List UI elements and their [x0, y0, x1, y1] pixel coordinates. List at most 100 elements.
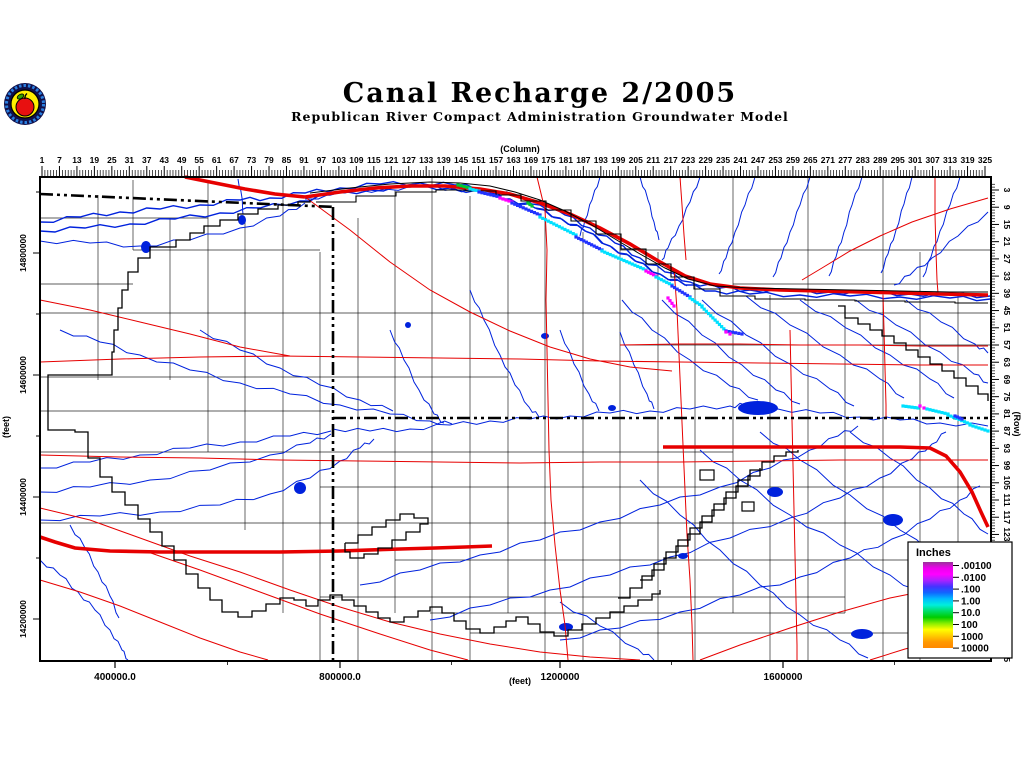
recharge-cell — [904, 404, 908, 408]
recharge-cell — [608, 252, 612, 257]
recharge-cell — [459, 184, 463, 188]
lake — [767, 487, 783, 497]
recharge-cell — [614, 255, 618, 259]
column-tick-label: 157 — [489, 155, 503, 165]
plot-title: Canal Recharge 2/2005 — [342, 78, 738, 109]
recharge-cell — [532, 211, 536, 215]
column-tick-label: 211 — [646, 155, 660, 165]
recharge-cell — [498, 196, 502, 200]
column-tick-label: 85 — [282, 155, 292, 165]
recharge-cell — [670, 284, 674, 288]
recharge-cell — [528, 202, 532, 207]
recharge-cell — [953, 414, 957, 418]
recharge-cell — [916, 406, 920, 410]
recharge-cell — [619, 257, 623, 261]
logo-apple-stem — [24, 92, 28, 100]
lakes-layer — [141, 215, 903, 639]
recharge-cell — [688, 296, 692, 300]
recharge-cell — [504, 198, 508, 202]
recharge-cell — [462, 184, 466, 189]
legend-entry-label: 10.0 — [961, 608, 981, 619]
legend-colorbar — [923, 562, 953, 648]
row-tick-label: 93 — [1002, 444, 1012, 454]
recharge-cell — [737, 331, 741, 335]
row-tick-label: 39 — [1002, 289, 1012, 299]
recharge-cell — [672, 304, 676, 308]
x-axis-tick-label: 800000.0 — [319, 672, 361, 683]
recharge-cell — [700, 305, 704, 309]
row-tick-label: 105 — [1002, 476, 1012, 490]
column-tick-label: 271 — [821, 155, 835, 165]
recharge-cell — [706, 311, 711, 316]
row-tick-label: 45 — [1002, 306, 1012, 316]
recharge-cell — [690, 298, 694, 302]
recharge-cell — [584, 240, 588, 244]
recharge-cell — [965, 421, 969, 425]
recharge-cell — [680, 290, 684, 294]
x-axis-tick-label: 400000.0 — [94, 672, 136, 683]
recharge-cell — [574, 235, 578, 239]
recharge-cell — [704, 309, 708, 313]
recharge-cell — [592, 244, 596, 248]
recharge-cell — [962, 420, 967, 424]
recharge-cell — [495, 194, 499, 198]
recharge-cell — [530, 209, 534, 213]
recharge-cell — [616, 256, 621, 260]
recharge-cell — [709, 314, 713, 318]
recharge-cell — [931, 408, 935, 413]
recharge-cell — [713, 318, 717, 322]
row-tick-label: 87 — [1002, 426, 1012, 436]
row-tick-label: 15 — [1002, 220, 1012, 230]
column-tick-label: 91 — [299, 155, 309, 165]
recharge-cell — [983, 428, 987, 432]
recharge-cell — [477, 190, 481, 194]
recharge-cell — [727, 330, 731, 334]
column-tick-label: 229 — [699, 155, 713, 165]
recharge-cell — [625, 260, 629, 264]
column-tick-label: 151 — [471, 155, 485, 165]
recharge-cell — [555, 223, 559, 227]
recharge-cell — [568, 230, 573, 234]
recharge-cell — [605, 251, 610, 255]
recharge-cell — [526, 201, 530, 205]
row-tick-label: 75 — [1002, 392, 1012, 402]
legend-title: Inches — [916, 547, 951, 559]
column-tick-label: 19 — [90, 155, 100, 165]
column-tick-label: 127 — [402, 155, 416, 165]
recharge-cell — [483, 191, 487, 196]
roads-layer — [39, 176, 989, 661]
column-tick-label: 1 — [40, 155, 45, 165]
y-axis-tick-label: 14600000 — [18, 356, 28, 394]
recharge-cell — [734, 331, 738, 335]
recharge-cell — [597, 247, 601, 251]
recharge-cell — [937, 410, 941, 414]
x-axis-tick-label: 1600000 — [764, 672, 803, 683]
recharge-cell — [600, 249, 604, 253]
recharge-cell — [641, 267, 645, 271]
recharge-cell — [662, 279, 666, 283]
column-tick-label: 283 — [856, 155, 870, 165]
column-tick-label: 307 — [926, 155, 940, 165]
recharge-cell — [627, 261, 632, 265]
recharge-cell — [595, 245, 599, 249]
column-tick-label: 67 — [229, 155, 239, 165]
logo-ring-pattern — [5, 84, 45, 124]
recharge-cell — [587, 241, 591, 246]
row-tick-label: 117 — [1002, 510, 1012, 524]
recharge-cell — [530, 204, 534, 208]
row-tick-label: 21 — [1002, 237, 1012, 247]
column-tick-label: 235 — [716, 155, 730, 165]
column-tick-label: 169 — [524, 155, 538, 165]
recharge-cell — [675, 287, 679, 291]
row-tick-label: 111 — [1002, 493, 1012, 507]
recharge-cell — [535, 212, 539, 216]
y-axis-tick-label: 14200000 — [18, 600, 28, 638]
recharge-cell — [492, 193, 496, 198]
recharge-cell — [724, 330, 728, 334]
column-tick-label: 13 — [72, 155, 82, 165]
recharge-cell — [646, 270, 651, 274]
column-tick-label: 31 — [125, 155, 135, 165]
legend-entry-label: .00100 — [961, 561, 992, 572]
